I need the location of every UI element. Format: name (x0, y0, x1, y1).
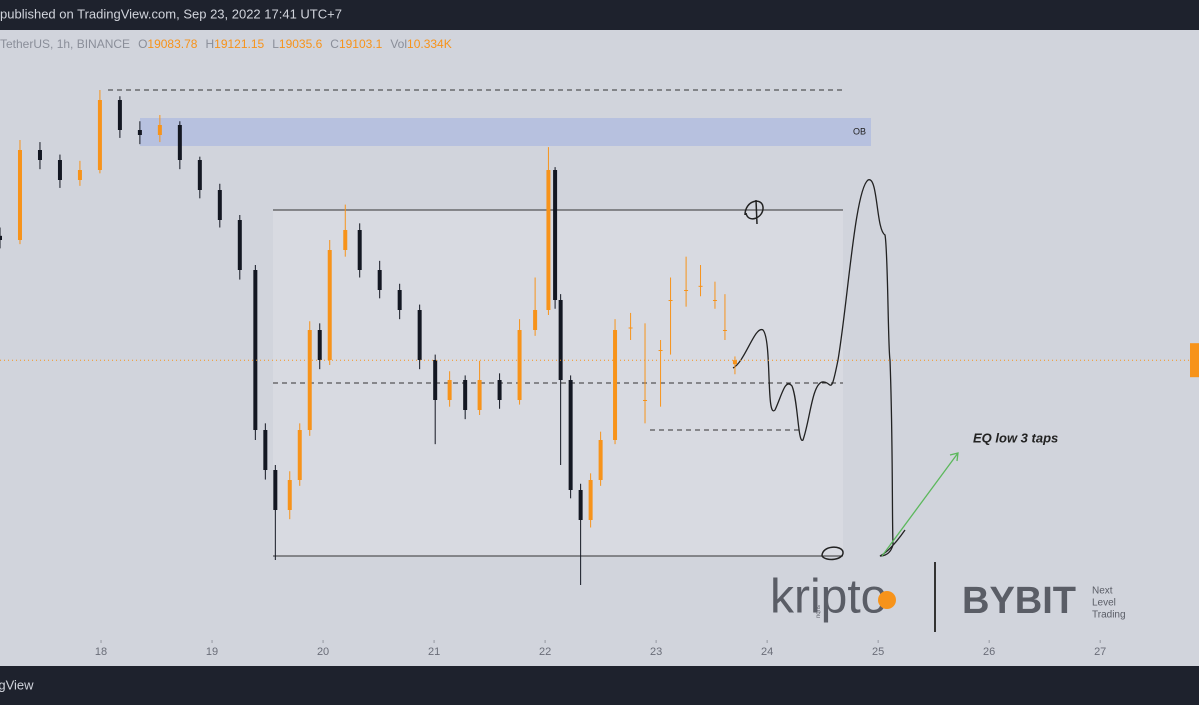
price-marker (1190, 343, 1199, 378)
logo-tag: Trading (1092, 610, 1126, 621)
logo-tag: Level (1092, 598, 1116, 609)
candle-body (343, 230, 348, 250)
candle-body (263, 430, 268, 470)
x-tick-label: 21 (428, 646, 440, 658)
candle-body (237, 220, 242, 270)
candle-body (253, 270, 258, 430)
top-bar (0, 0, 1199, 30)
candle-body (463, 380, 468, 410)
candle-body (17, 150, 22, 240)
candle-body (197, 160, 202, 190)
logo-tag: Next (1092, 586, 1113, 597)
candle-body (273, 470, 278, 510)
candle-body (698, 285, 703, 287)
volume-value: 10.334K (407, 37, 452, 51)
ohlc-value: 19035.6 (278, 37, 323, 51)
candle-body (217, 190, 222, 220)
hand-circle (744, 199, 764, 225)
candle-body (712, 300, 717, 301)
ohlc-key: O (138, 37, 148, 51)
x-tick-label: 18 (95, 646, 107, 658)
candle-body (37, 150, 42, 160)
candle-body (598, 440, 603, 480)
x-tick-label: 25 (872, 646, 884, 658)
ohlc-key: Vol (390, 37, 408, 51)
symbol: TetherUS, 1h, BINANCE (0, 37, 131, 51)
x-tick-label: 22 (539, 646, 551, 658)
candle-body (433, 360, 438, 400)
candle-body (477, 380, 482, 410)
candle-body (137, 130, 142, 135)
candle-body (553, 170, 558, 300)
candle-body (307, 330, 312, 430)
ohlc-value: 19083.78 (147, 37, 198, 51)
ohlc-value: 19103.1 (338, 37, 383, 51)
x-tick-label: 19 (206, 646, 218, 658)
candle-body (357, 230, 362, 270)
candle-body (117, 100, 122, 130)
x-tick-label: 23 (650, 646, 662, 658)
candle-body (177, 125, 182, 160)
candle-body (57, 160, 62, 180)
candle-body (732, 360, 737, 365)
candle-body (417, 310, 422, 360)
candle-body (533, 310, 538, 330)
candle-body (497, 380, 502, 400)
candle-body (287, 480, 292, 510)
hand-path (732, 179, 906, 557)
green-arrow (881, 452, 959, 557)
ob-label: OB (853, 126, 866, 136)
ohlc-key: C (330, 37, 339, 51)
candle-body (0, 235, 2, 240)
candle-body (317, 330, 322, 360)
candle-body (658, 350, 663, 351)
candle-body (628, 327, 633, 329)
candle-body (722, 330, 727, 331)
hand-circle (821, 546, 844, 561)
x-tick-label: 27 (1094, 646, 1106, 658)
candle-body (297, 430, 302, 480)
candle-body (447, 380, 452, 400)
candle-body (77, 170, 82, 180)
candle-body (643, 400, 648, 401)
btc-icon (878, 591, 896, 609)
note: EQ low 3 taps (973, 430, 1058, 445)
candle-body (668, 300, 673, 301)
logo-bybit: BYBIT (962, 580, 1076, 622)
candle-body (327, 250, 332, 360)
footer-text: TradingView (0, 677, 34, 692)
logo-sub: subu (814, 605, 820, 618)
candle-body (568, 380, 573, 490)
ohlc-key: H (205, 37, 215, 51)
candle-body (684, 290, 689, 291)
candle-body (588, 480, 593, 520)
candle-body (157, 125, 162, 135)
ohlc-value: 19121.15 (214, 37, 265, 51)
candle-body (558, 300, 563, 380)
header-text: published on TradingView.com, Sep 23, 20… (0, 6, 342, 21)
bottom-bar (0, 666, 1199, 705)
legend: TetherUS, 1h, BINANCE O 19083.78 H 19121.1… (0, 37, 452, 51)
ohlc-key: L (272, 37, 279, 51)
x-tick-label: 20 (317, 646, 329, 658)
candle-body (97, 100, 102, 170)
candle-body (578, 490, 583, 520)
candle-body (397, 290, 402, 310)
candle-body (613, 330, 618, 440)
arrow-head (949, 452, 959, 462)
x-tick-label: 26 (983, 646, 995, 658)
ob-zone (140, 118, 871, 146)
candle-body (517, 330, 522, 400)
candle-body (546, 170, 551, 310)
candle-body (377, 270, 382, 290)
logo-kripto: kripto (770, 571, 887, 624)
x-tick-label: 24 (761, 646, 773, 658)
